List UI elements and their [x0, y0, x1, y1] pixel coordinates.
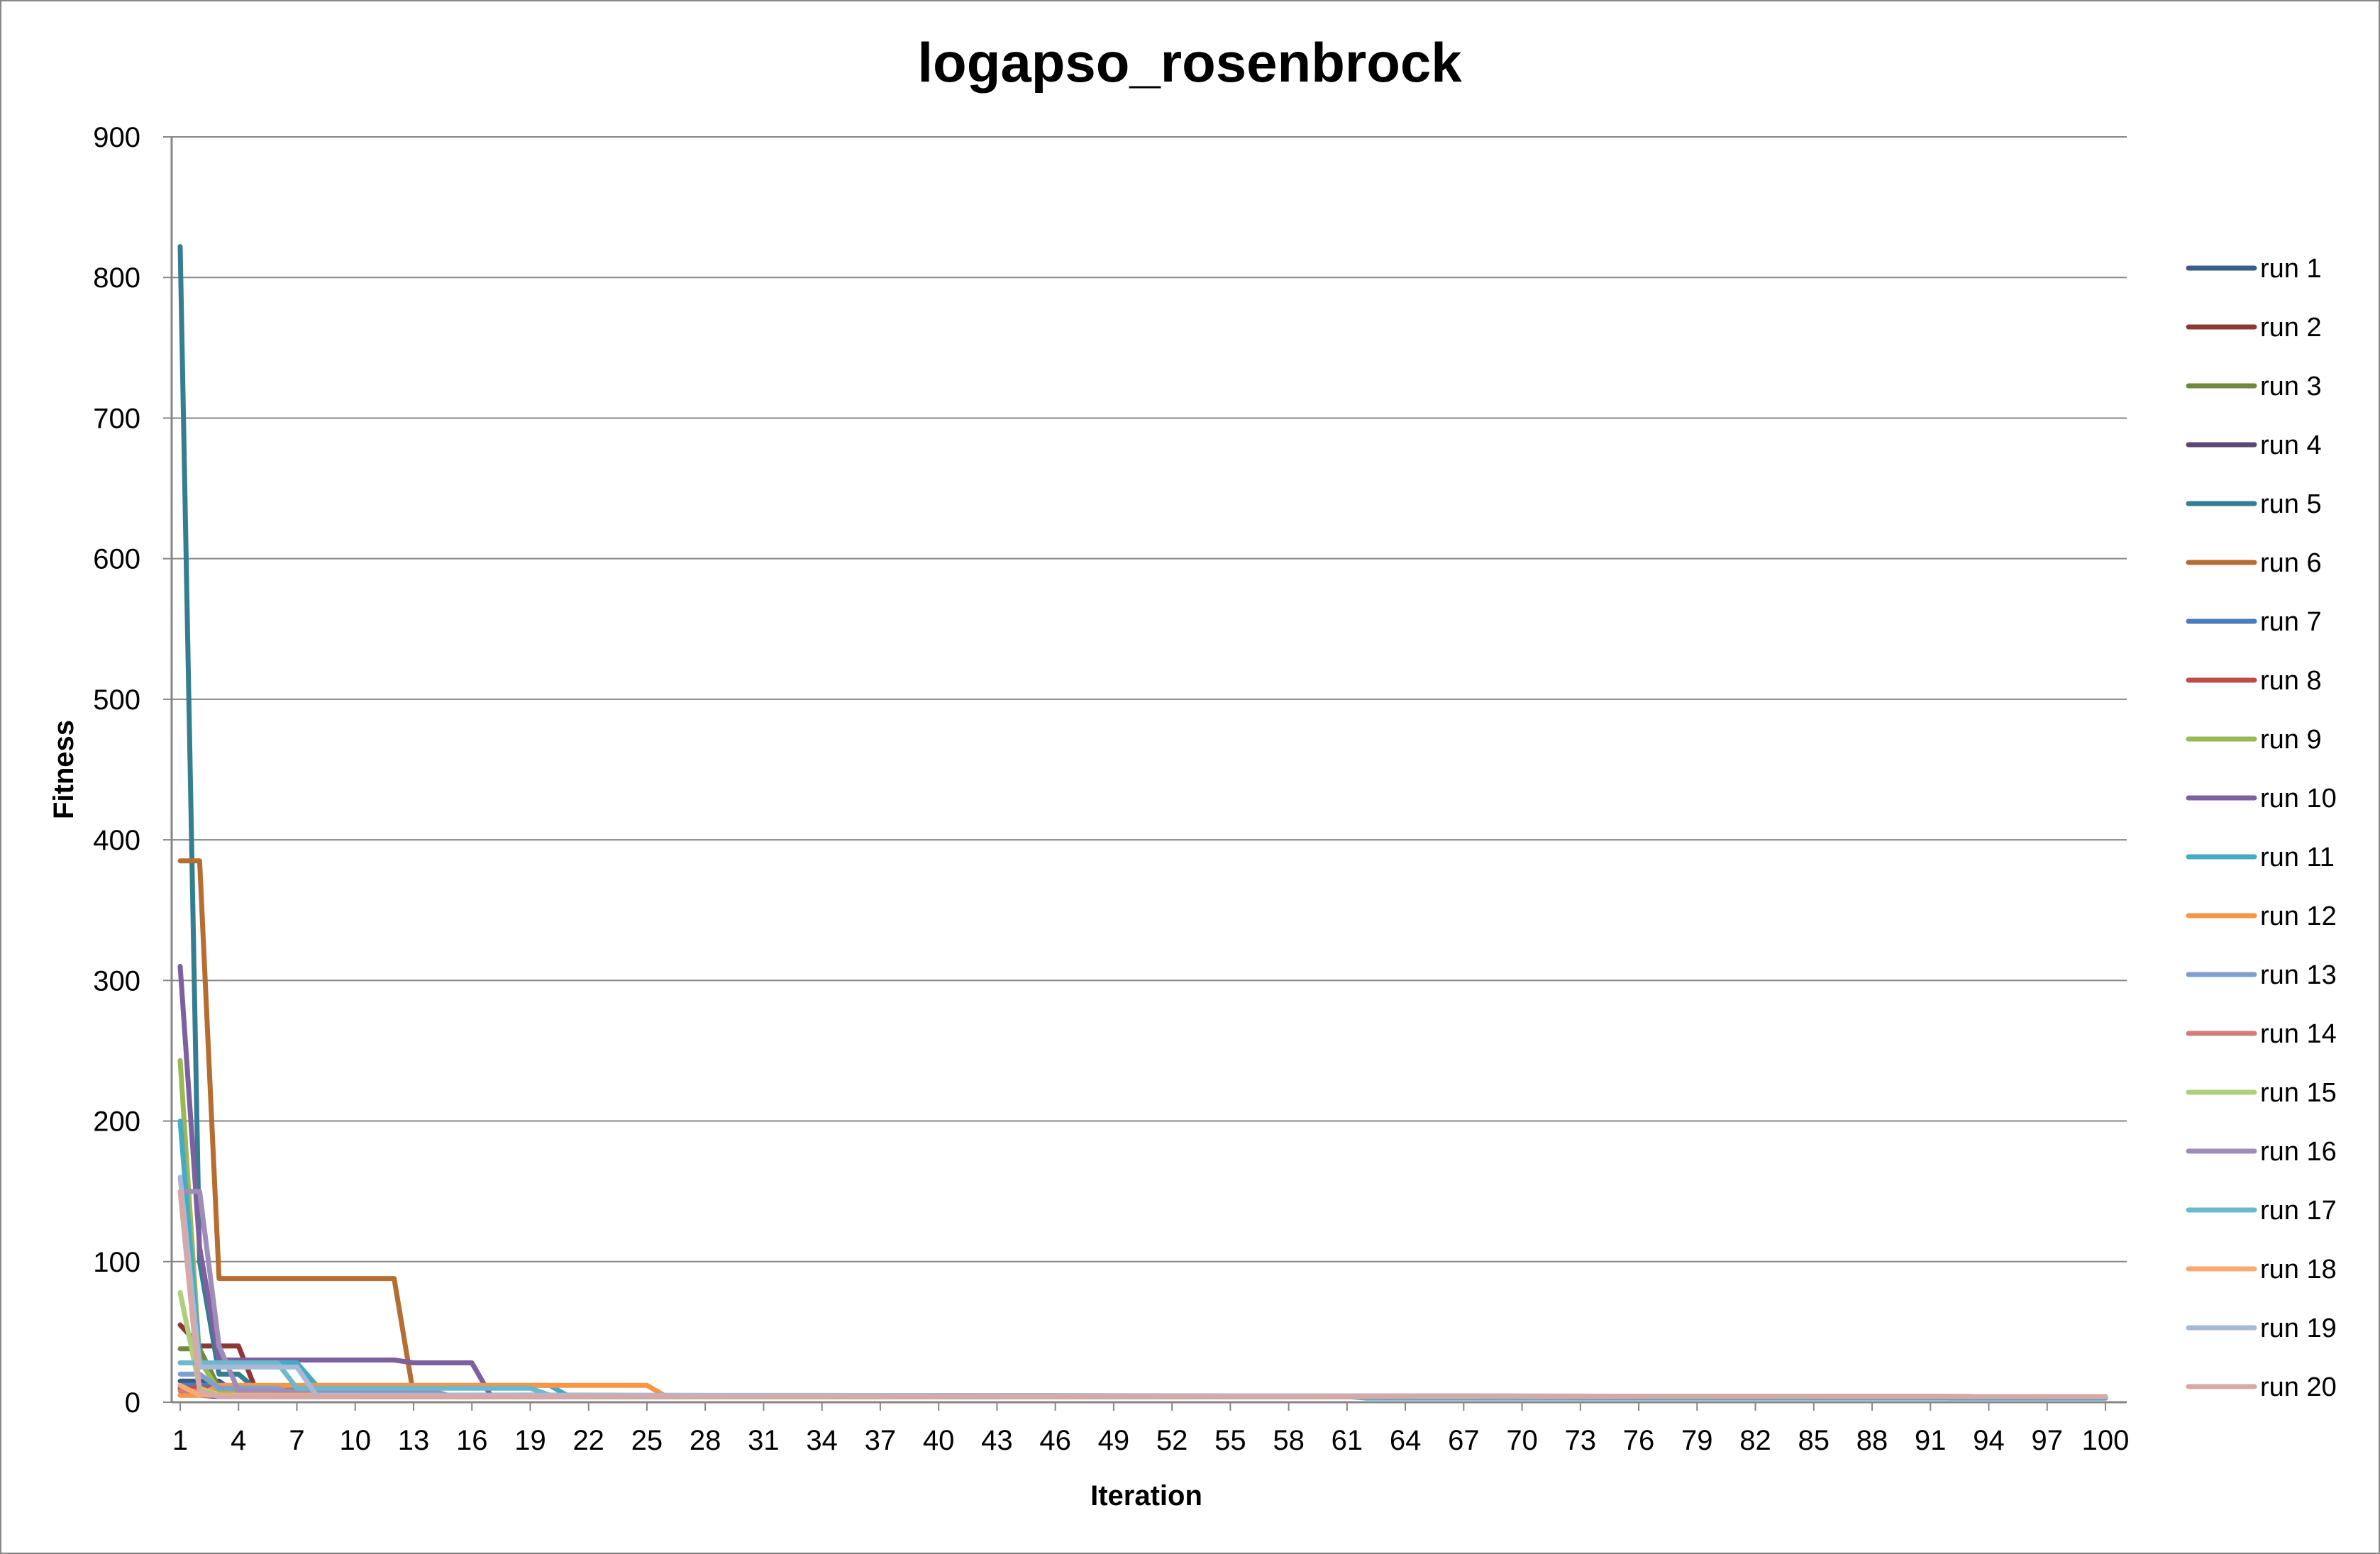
x-tick-label: 79: [1681, 1425, 1713, 1456]
x-tick-label: 55: [1214, 1425, 1246, 1456]
series-line-11: [177, 1119, 2108, 1401]
x-tick-label: 82: [1739, 1425, 1771, 1456]
x-tick-label: 52: [1156, 1425, 1188, 1456]
x-tick-label: 67: [1448, 1425, 1480, 1456]
legend-entry: run 10: [2260, 784, 2337, 814]
x-tick-label: 43: [981, 1425, 1013, 1456]
x-tick-label: 85: [1798, 1425, 1830, 1456]
series-line-5: [177, 244, 2108, 1399]
x-tick-label: 91: [1915, 1425, 1947, 1456]
x-tick-label: 16: [456, 1425, 488, 1456]
legend-entry: run 6: [2260, 548, 2322, 578]
series-line-15: [177, 1289, 2108, 1399]
legend-entry: run 12: [2260, 901, 2337, 931]
x-tick-label: 25: [631, 1425, 663, 1456]
y-tick-label: 900: [93, 122, 140, 153]
legend-entry: run 3: [2260, 372, 2322, 401]
y-tick-label: 700: [93, 403, 140, 434]
x-tick-label: 19: [514, 1425, 546, 1456]
x-tick-label: 73: [1565, 1425, 1597, 1456]
x-tick-label: 97: [2032, 1425, 2064, 1456]
x-tick-label: 94: [1973, 1425, 2005, 1456]
series-line-6: [177, 858, 2108, 1399]
x-tick-label: 64: [1390, 1425, 1422, 1456]
legend-entry: run 4: [2260, 431, 2322, 460]
gridlines: [172, 136, 2127, 1262]
y-axis-ticks: 0 100 200 300 400 500 600 700 800 900: [93, 122, 172, 1419]
legend-entry: run 7: [2260, 607, 2322, 637]
x-tick-label: 1: [172, 1425, 188, 1456]
legend-entry: run 2: [2260, 313, 2322, 343]
legend-entry: run 20: [2260, 1372, 2337, 1402]
legend-entry: run 5: [2260, 489, 2322, 519]
x-tick-label: 13: [398, 1425, 430, 1456]
y-tick-label: 400: [93, 825, 140, 856]
x-axis-ticks: 1 4 7 10 13 16 19 22 25 28 31 34 37 40 43 46 49 52 55 58 61 6…: [172, 1402, 2130, 1456]
x-tick-label: 88: [1856, 1425, 1888, 1456]
x-tick-label: 49: [1098, 1425, 1130, 1456]
x-tick-label: 7: [289, 1425, 304, 1456]
x-tick-label: 4: [231, 1425, 246, 1456]
x-tick-label: 10: [339, 1425, 371, 1456]
series-line-10: [177, 964, 2108, 1401]
x-tick-label: 22: [572, 1425, 604, 1456]
x-tick-label: 76: [1623, 1425, 1655, 1456]
y-tick-label: 800: [93, 262, 140, 294]
series-lines: [177, 244, 2108, 1401]
legend: run 1 run 2 run 3 run 4 run 5 run 6 run 7 run 8…: [2186, 254, 2337, 1402]
legend-entry: run 13: [2260, 960, 2337, 990]
x-tick-label: 31: [748, 1425, 780, 1456]
series-line-20: [177, 1189, 2108, 1399]
x-tick-label: 46: [1039, 1425, 1071, 1456]
legend-entry: run 16: [2260, 1137, 2337, 1167]
y-tick-label: 300: [93, 965, 140, 997]
legend-entry: run 11: [2260, 843, 2335, 872]
legend-entry: run 14: [2260, 1019, 2337, 1049]
legend-entry: run 9: [2260, 725, 2322, 755]
x-tick-label: 28: [690, 1425, 721, 1456]
legend-entry: run 1: [2260, 254, 2322, 284]
series-line-9: [177, 1058, 2108, 1399]
y-tick-label: 600: [93, 544, 140, 575]
x-tick-label: 34: [806, 1425, 838, 1456]
legend-entry: run 19: [2260, 1314, 2337, 1343]
x-tick-label: 37: [865, 1425, 897, 1456]
legend-entry: run 18: [2260, 1255, 2337, 1284]
x-tick-label: 58: [1273, 1425, 1305, 1456]
legend-entry: run 15: [2260, 1078, 2337, 1108]
y-tick-label: 100: [93, 1247, 140, 1278]
x-axis-title: Iteration: [1090, 1480, 1202, 1511]
y-tick-label: 0: [125, 1387, 140, 1419]
y-tick-label: 200: [93, 1106, 140, 1138]
y-tick-label: 500: [93, 684, 140, 716]
series-line-16: [177, 1189, 2108, 1399]
x-tick-label: 40: [923, 1425, 955, 1456]
x-tick-label: 100: [2082, 1425, 2130, 1456]
chart-title: logapso_rosenbrock: [917, 31, 1462, 94]
y-axis-title: Fitness: [48, 720, 79, 819]
series-line-17: [177, 1360, 2108, 1399]
x-tick-label: 61: [1332, 1425, 1363, 1456]
x-tick-label: 70: [1506, 1425, 1538, 1456]
legend-entry: run 8: [2260, 666, 2322, 696]
legend-entry: run 17: [2260, 1196, 2337, 1226]
